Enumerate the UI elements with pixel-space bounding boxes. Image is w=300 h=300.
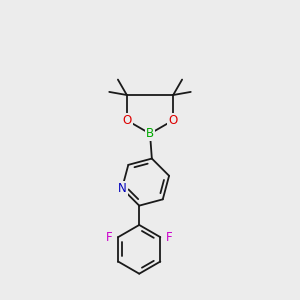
Text: F: F — [166, 231, 172, 244]
Text: F: F — [106, 231, 112, 244]
Text: O: O — [122, 114, 131, 127]
Text: O: O — [169, 114, 178, 127]
Text: N: N — [118, 182, 126, 195]
Text: B: B — [146, 127, 154, 140]
